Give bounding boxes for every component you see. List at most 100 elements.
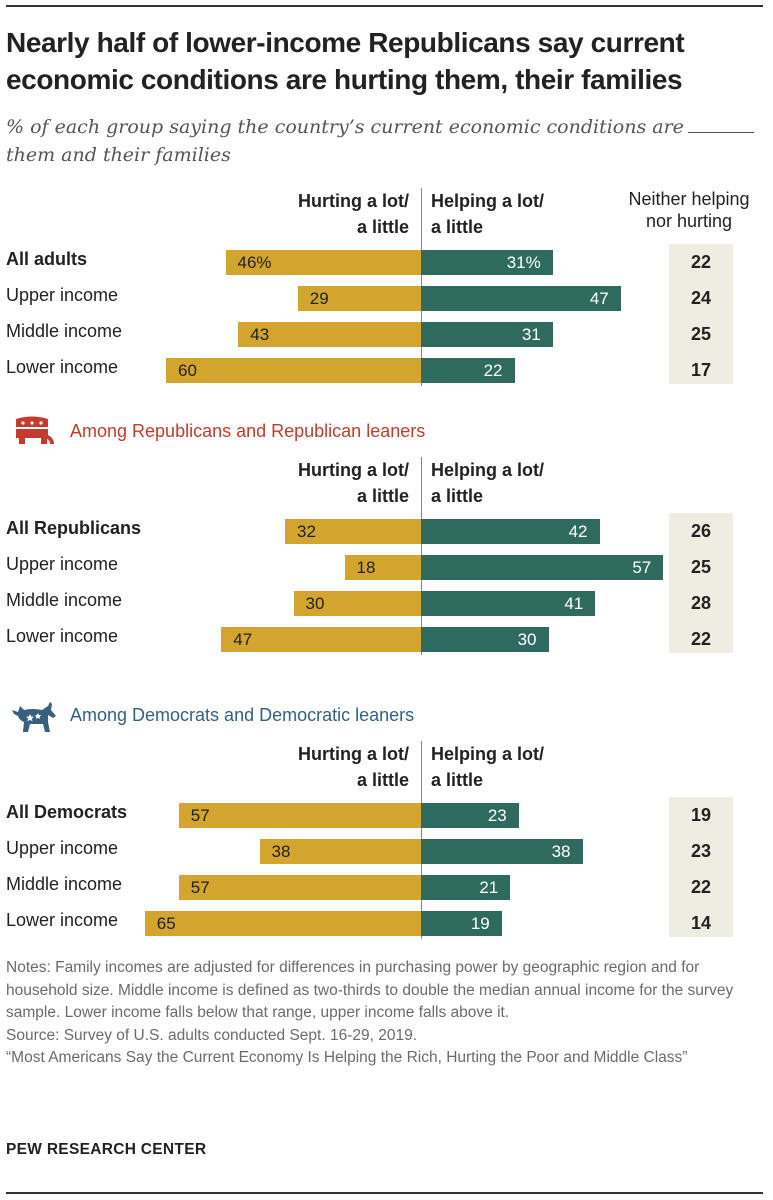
neither-header-line2: nor hurting bbox=[645, 211, 733, 231]
neither-value-label: 26 bbox=[690, 521, 712, 541]
neither-value-label: 24 bbox=[690, 288, 712, 308]
helping-bar bbox=[421, 839, 583, 864]
helping-bar bbox=[421, 591, 596, 616]
helping-value-label: 57 bbox=[632, 558, 652, 577]
hurting-header-line1: Hurting a lot/ bbox=[298, 460, 409, 480]
subtitle-text-2: them and their families bbox=[6, 144, 231, 166]
helping-bar bbox=[421, 322, 553, 347]
hurting-bar bbox=[344, 555, 421, 580]
hurting-value-label: 18 bbox=[356, 558, 376, 577]
row-label: All Republicans bbox=[6, 518, 142, 538]
hurting-header-line1: Hurting a lot/ bbox=[298, 191, 409, 211]
hurting-header-line1: Hurting a lot/ bbox=[298, 744, 409, 764]
row-label: Upper income bbox=[6, 285, 119, 305]
chart-title: Nearly half of lower-income Republicans … bbox=[6, 27, 685, 95]
row-label: Middle income bbox=[6, 590, 123, 610]
row-label: Lower income bbox=[6, 357, 119, 377]
helping-header-line1: Helping a lot/ bbox=[431, 460, 545, 480]
hurting-value-label: 30 bbox=[305, 594, 325, 613]
neither-value-label: 23 bbox=[690, 841, 712, 861]
democrat-donkey-icon bbox=[12, 702, 56, 732]
helping-value-label: 19 bbox=[470, 914, 490, 933]
hurting-value-label: 65 bbox=[156, 914, 176, 933]
helping-header-line1: Helping a lot/ bbox=[431, 191, 545, 211]
helping-value-label: 31 bbox=[521, 325, 541, 344]
brand-name: PEW RESEARCH CENTER bbox=[6, 1141, 207, 1158]
neither-value-label: 22 bbox=[690, 877, 712, 897]
hurting-value-label: 32 bbox=[297, 522, 316, 541]
hurting-bar bbox=[293, 591, 421, 616]
neither-value-label: 22 bbox=[690, 252, 712, 272]
helping-value-label: 31% bbox=[506, 253, 541, 272]
hurting-value-label: 60 bbox=[178, 361, 197, 380]
helping-bar bbox=[421, 803, 519, 828]
bottom-rule bbox=[6, 1192, 763, 1194]
hurting-header-line2: a little bbox=[356, 770, 409, 790]
row-label: Upper income bbox=[6, 554, 119, 574]
helping-value-label: 42 bbox=[568, 522, 588, 541]
helping-value-label: 47 bbox=[589, 289, 609, 308]
helping-value-label: 41 bbox=[564, 594, 584, 613]
helping-bar bbox=[421, 875, 511, 900]
neither-value-label: 14 bbox=[690, 913, 712, 933]
helping-header-line2: a little bbox=[431, 770, 484, 790]
hurting-bar bbox=[178, 803, 421, 828]
helping-header-line2: a little bbox=[431, 486, 484, 506]
hurting-bar bbox=[144, 911, 421, 936]
hurting-value-label: 29 bbox=[309, 289, 329, 308]
helping-value-label: 38 bbox=[551, 842, 571, 861]
neither-header-line1: Neither helping bbox=[628, 189, 750, 209]
notes-text: Notes: Family incomes are adjusted for d… bbox=[6, 959, 734, 1021]
helping-value-label: 23 bbox=[487, 806, 507, 825]
helping-bar bbox=[421, 555, 664, 580]
helping-bar bbox=[421, 519, 600, 544]
hurting-header-line2: a little bbox=[356, 217, 409, 237]
hurting-value-label: 47 bbox=[233, 630, 253, 649]
row-label: All adults bbox=[6, 249, 88, 269]
neither-column-bg bbox=[669, 513, 733, 653]
subtitle-text-1: % of each group saying the country’s cur… bbox=[6, 116, 684, 138]
top-rule bbox=[6, 5, 763, 7]
helping-header-line2: a little bbox=[431, 217, 484, 237]
hurting-bar bbox=[178, 875, 421, 900]
helping-value-label: 21 bbox=[479, 878, 499, 897]
hurting-bar bbox=[221, 627, 421, 652]
row-label: Upper income bbox=[6, 838, 119, 858]
hurting-value-label: 38 bbox=[271, 842, 291, 861]
hurting-value-label: 43 bbox=[250, 325, 270, 344]
notes-block: Notes: Family incomes are adjusted for d… bbox=[6, 957, 766, 1070]
hurting-value-label: 57 bbox=[190, 878, 210, 897]
helping-bar bbox=[421, 250, 553, 275]
row-label: All Democrats bbox=[6, 802, 128, 822]
subtitle-blank bbox=[687, 117, 754, 133]
neither-value-label: 17 bbox=[690, 360, 712, 380]
neither-column-bg bbox=[669, 797, 733, 937]
hurting-bar bbox=[259, 839, 421, 864]
republican-elephant-icon bbox=[16, 416, 54, 444]
hurting-bar bbox=[238, 322, 421, 347]
helping-bar bbox=[421, 286, 621, 311]
helping-value-label: 30 bbox=[517, 630, 537, 649]
chart-subtitle: % of each group saying the country’s cur… bbox=[6, 113, 766, 169]
hurting-header-line2: a little bbox=[356, 486, 409, 506]
helping-bar bbox=[421, 911, 502, 936]
republican-section-label: Among Republicans and Republican leaners bbox=[70, 421, 426, 441]
hurting-bar bbox=[166, 358, 421, 383]
source-text: Source: Survey of U.S. adults conducted … bbox=[6, 1026, 417, 1044]
hurting-bar bbox=[225, 250, 421, 275]
democrat-section-label: Among Democrats and Democratic leaners bbox=[70, 705, 415, 725]
neither-value-label: 28 bbox=[690, 593, 712, 613]
helping-bar bbox=[421, 627, 549, 652]
neither-value-label: 25 bbox=[690, 324, 712, 344]
hurting-value-label: 46% bbox=[237, 253, 272, 272]
hurting-value-label: 57 bbox=[190, 806, 210, 825]
neither-column-bg bbox=[669, 244, 733, 384]
row-label: Middle income bbox=[6, 321, 123, 341]
report-text: “Most Americans Say the Current Economy … bbox=[6, 1049, 688, 1066]
neither-value-label: 25 bbox=[690, 557, 712, 577]
row-label: Lower income bbox=[6, 626, 119, 646]
neither-value-label: 22 bbox=[690, 629, 712, 649]
hurting-bar bbox=[297, 286, 421, 311]
row-label: Middle income bbox=[6, 874, 123, 894]
row-label: Lower income bbox=[6, 910, 119, 930]
